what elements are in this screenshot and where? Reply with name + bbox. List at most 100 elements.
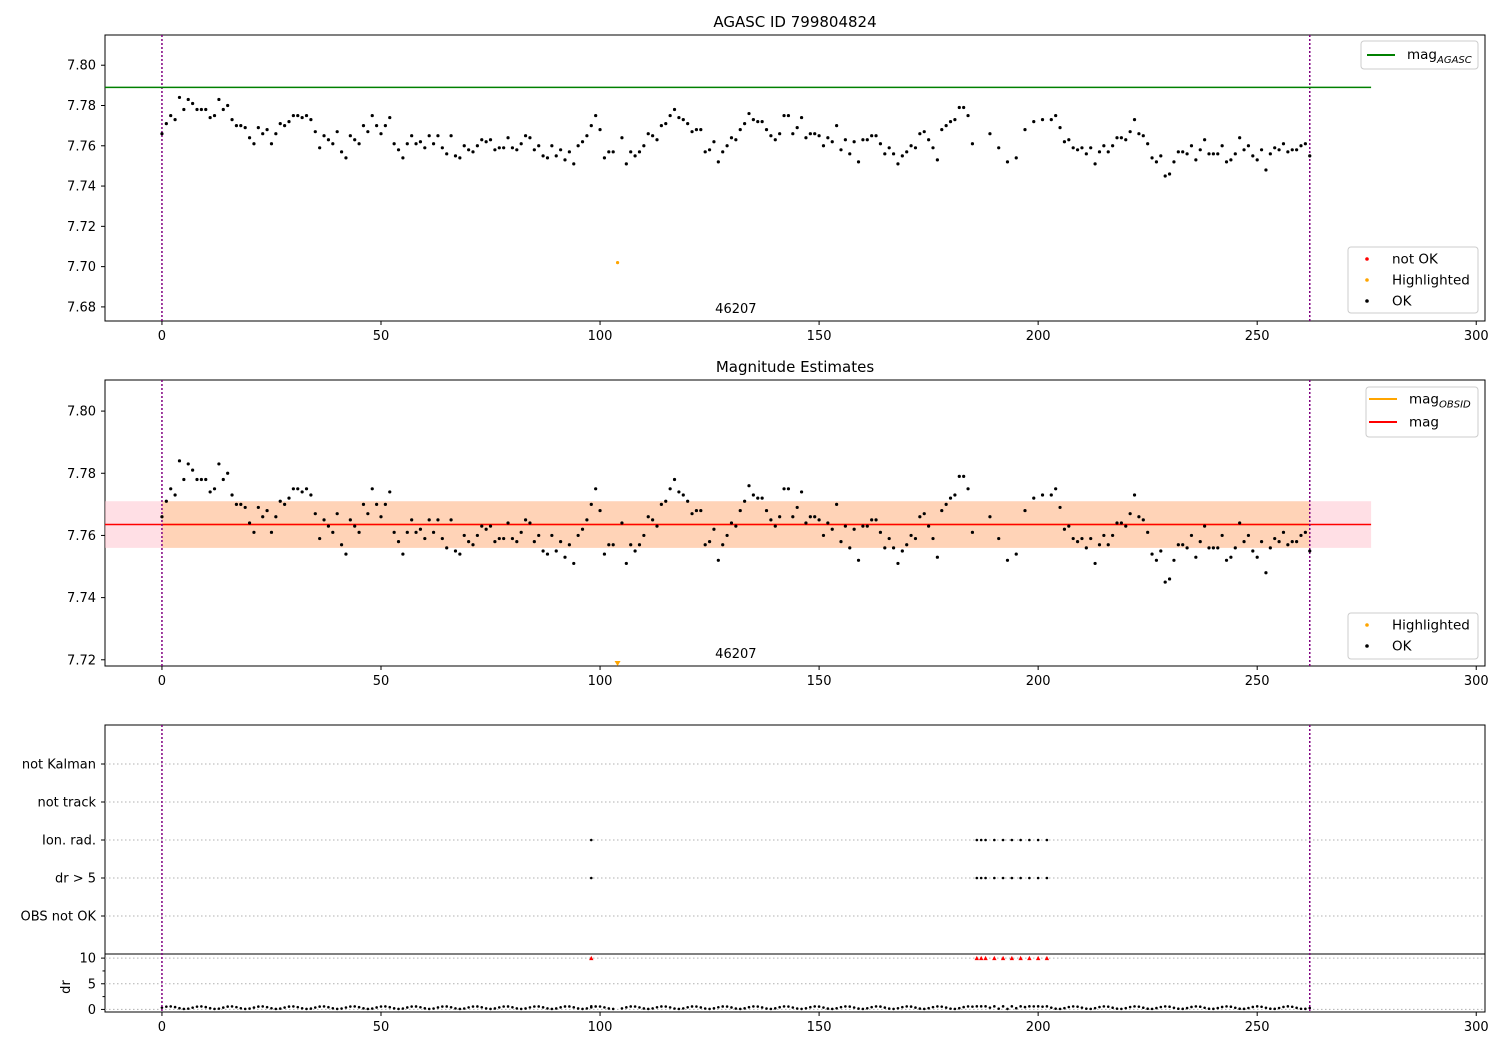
ok-point: [173, 493, 177, 497]
dr-point: [1001, 1005, 1005, 1008]
ok-point: [405, 530, 409, 534]
ok-point: [1233, 546, 1237, 550]
dr-point: [309, 1007, 313, 1010]
dr-point: [1041, 1005, 1044, 1008]
y-tick-label: 7.72: [67, 220, 96, 235]
ok-point: [944, 124, 948, 128]
flag-point: [993, 876, 996, 880]
flag-point: [589, 838, 593, 842]
dr-point: [795, 1007, 799, 1010]
dr-point: [458, 1007, 462, 1011]
ok-point: [169, 487, 173, 491]
ok-point: [738, 128, 742, 132]
ok-point: [891, 152, 896, 156]
ok-point: [545, 552, 550, 556]
ok-point: [177, 95, 182, 100]
ok-point: [795, 126, 799, 130]
ok-point: [247, 521, 252, 525]
ok-point: [287, 496, 291, 500]
dr-point: [274, 1007, 278, 1011]
dr-point: [813, 1005, 817, 1008]
ok-point: [970, 530, 975, 534]
ok-point: [1181, 150, 1185, 154]
ok-point: [1216, 152, 1220, 156]
dr-point: [625, 1006, 628, 1009]
dr-point: [480, 1005, 484, 1009]
dr-point: [1137, 1005, 1141, 1008]
ok-point: [366, 512, 370, 516]
ok-point: [795, 505, 799, 510]
ok-point: [234, 502, 239, 506]
dr-point: [695, 1005, 698, 1008]
ok-point: [1238, 521, 1242, 525]
dr-point: [537, 1005, 541, 1008]
ok-point: [331, 142, 335, 146]
ok-point: [523, 518, 528, 522]
ok-point: [624, 561, 628, 566]
ok-point: [410, 134, 414, 138]
ok-point: [418, 527, 423, 531]
dr-point: [506, 1005, 510, 1008]
ok-point: [1299, 144, 1303, 148]
dr-point: [975, 1005, 979, 1008]
ok-point: [918, 132, 922, 136]
ok-point: [339, 150, 344, 154]
dr-point: [1273, 1007, 1277, 1011]
ok-point: [348, 518, 352, 522]
flag-row-label: not track: [37, 796, 96, 811]
ok-point: [1137, 132, 1141, 136]
flag-point: [1036, 876, 1040, 880]
ok-point: [436, 134, 440, 138]
ok-point: [835, 502, 839, 506]
ok-point: [1194, 158, 1198, 162]
flag-point: [984, 876, 987, 880]
dr-point: [1067, 1005, 1071, 1009]
ok-point: [1093, 561, 1097, 566]
dr-point: [839, 1005, 843, 1009]
ok-point: [449, 518, 453, 522]
ok-point: [1194, 555, 1198, 559]
ok-point: [480, 524, 484, 528]
ok-point: [1058, 126, 1062, 130]
x-tick-label: 0: [158, 329, 166, 344]
y-tick-label: 7.68: [67, 300, 96, 315]
ok-point: [300, 490, 304, 494]
ok-point: [361, 124, 366, 128]
ok-point: [962, 105, 966, 110]
ok-point: [510, 536, 515, 541]
ok-point: [1246, 533, 1251, 538]
ok-point: [1281, 530, 1286, 534]
ok-point: [339, 543, 344, 547]
dr-point: [681, 1007, 685, 1010]
ok-point: [725, 533, 729, 538]
dr-point: [497, 1006, 501, 1009]
ok-point: [252, 530, 256, 534]
ok-point: [550, 533, 554, 538]
dr-point: [962, 1005, 965, 1009]
legend-dot-swatch: [1365, 644, 1369, 648]
dr-point: [436, 1006, 440, 1009]
ok-point: [357, 142, 361, 146]
dr-point: [489, 1007, 492, 1011]
ok-point: [1207, 546, 1211, 550]
ok-point: [256, 126, 260, 130]
ok-point: [756, 120, 760, 124]
y-tick-label: 7.74: [67, 591, 96, 606]
dr-point: [660, 1005, 663, 1008]
ok-point: [808, 515, 812, 519]
ok-point: [335, 512, 339, 516]
ok-point: [1159, 549, 1163, 553]
dr-point: [857, 1007, 860, 1010]
dr-point: [388, 1005, 392, 1009]
ok-point: [918, 515, 922, 519]
ok-point: [572, 561, 576, 566]
ok-point: [900, 154, 904, 158]
ok-point: [1203, 138, 1207, 142]
ok-point: [1154, 558, 1159, 562]
ok-point: [265, 508, 269, 513]
dr-point: [449, 1005, 453, 1009]
dr-point: [1190, 1005, 1193, 1009]
dr-point: [1058, 1007, 1062, 1011]
dr-point: [782, 1005, 786, 1008]
x-tick-label: 0: [158, 674, 166, 689]
